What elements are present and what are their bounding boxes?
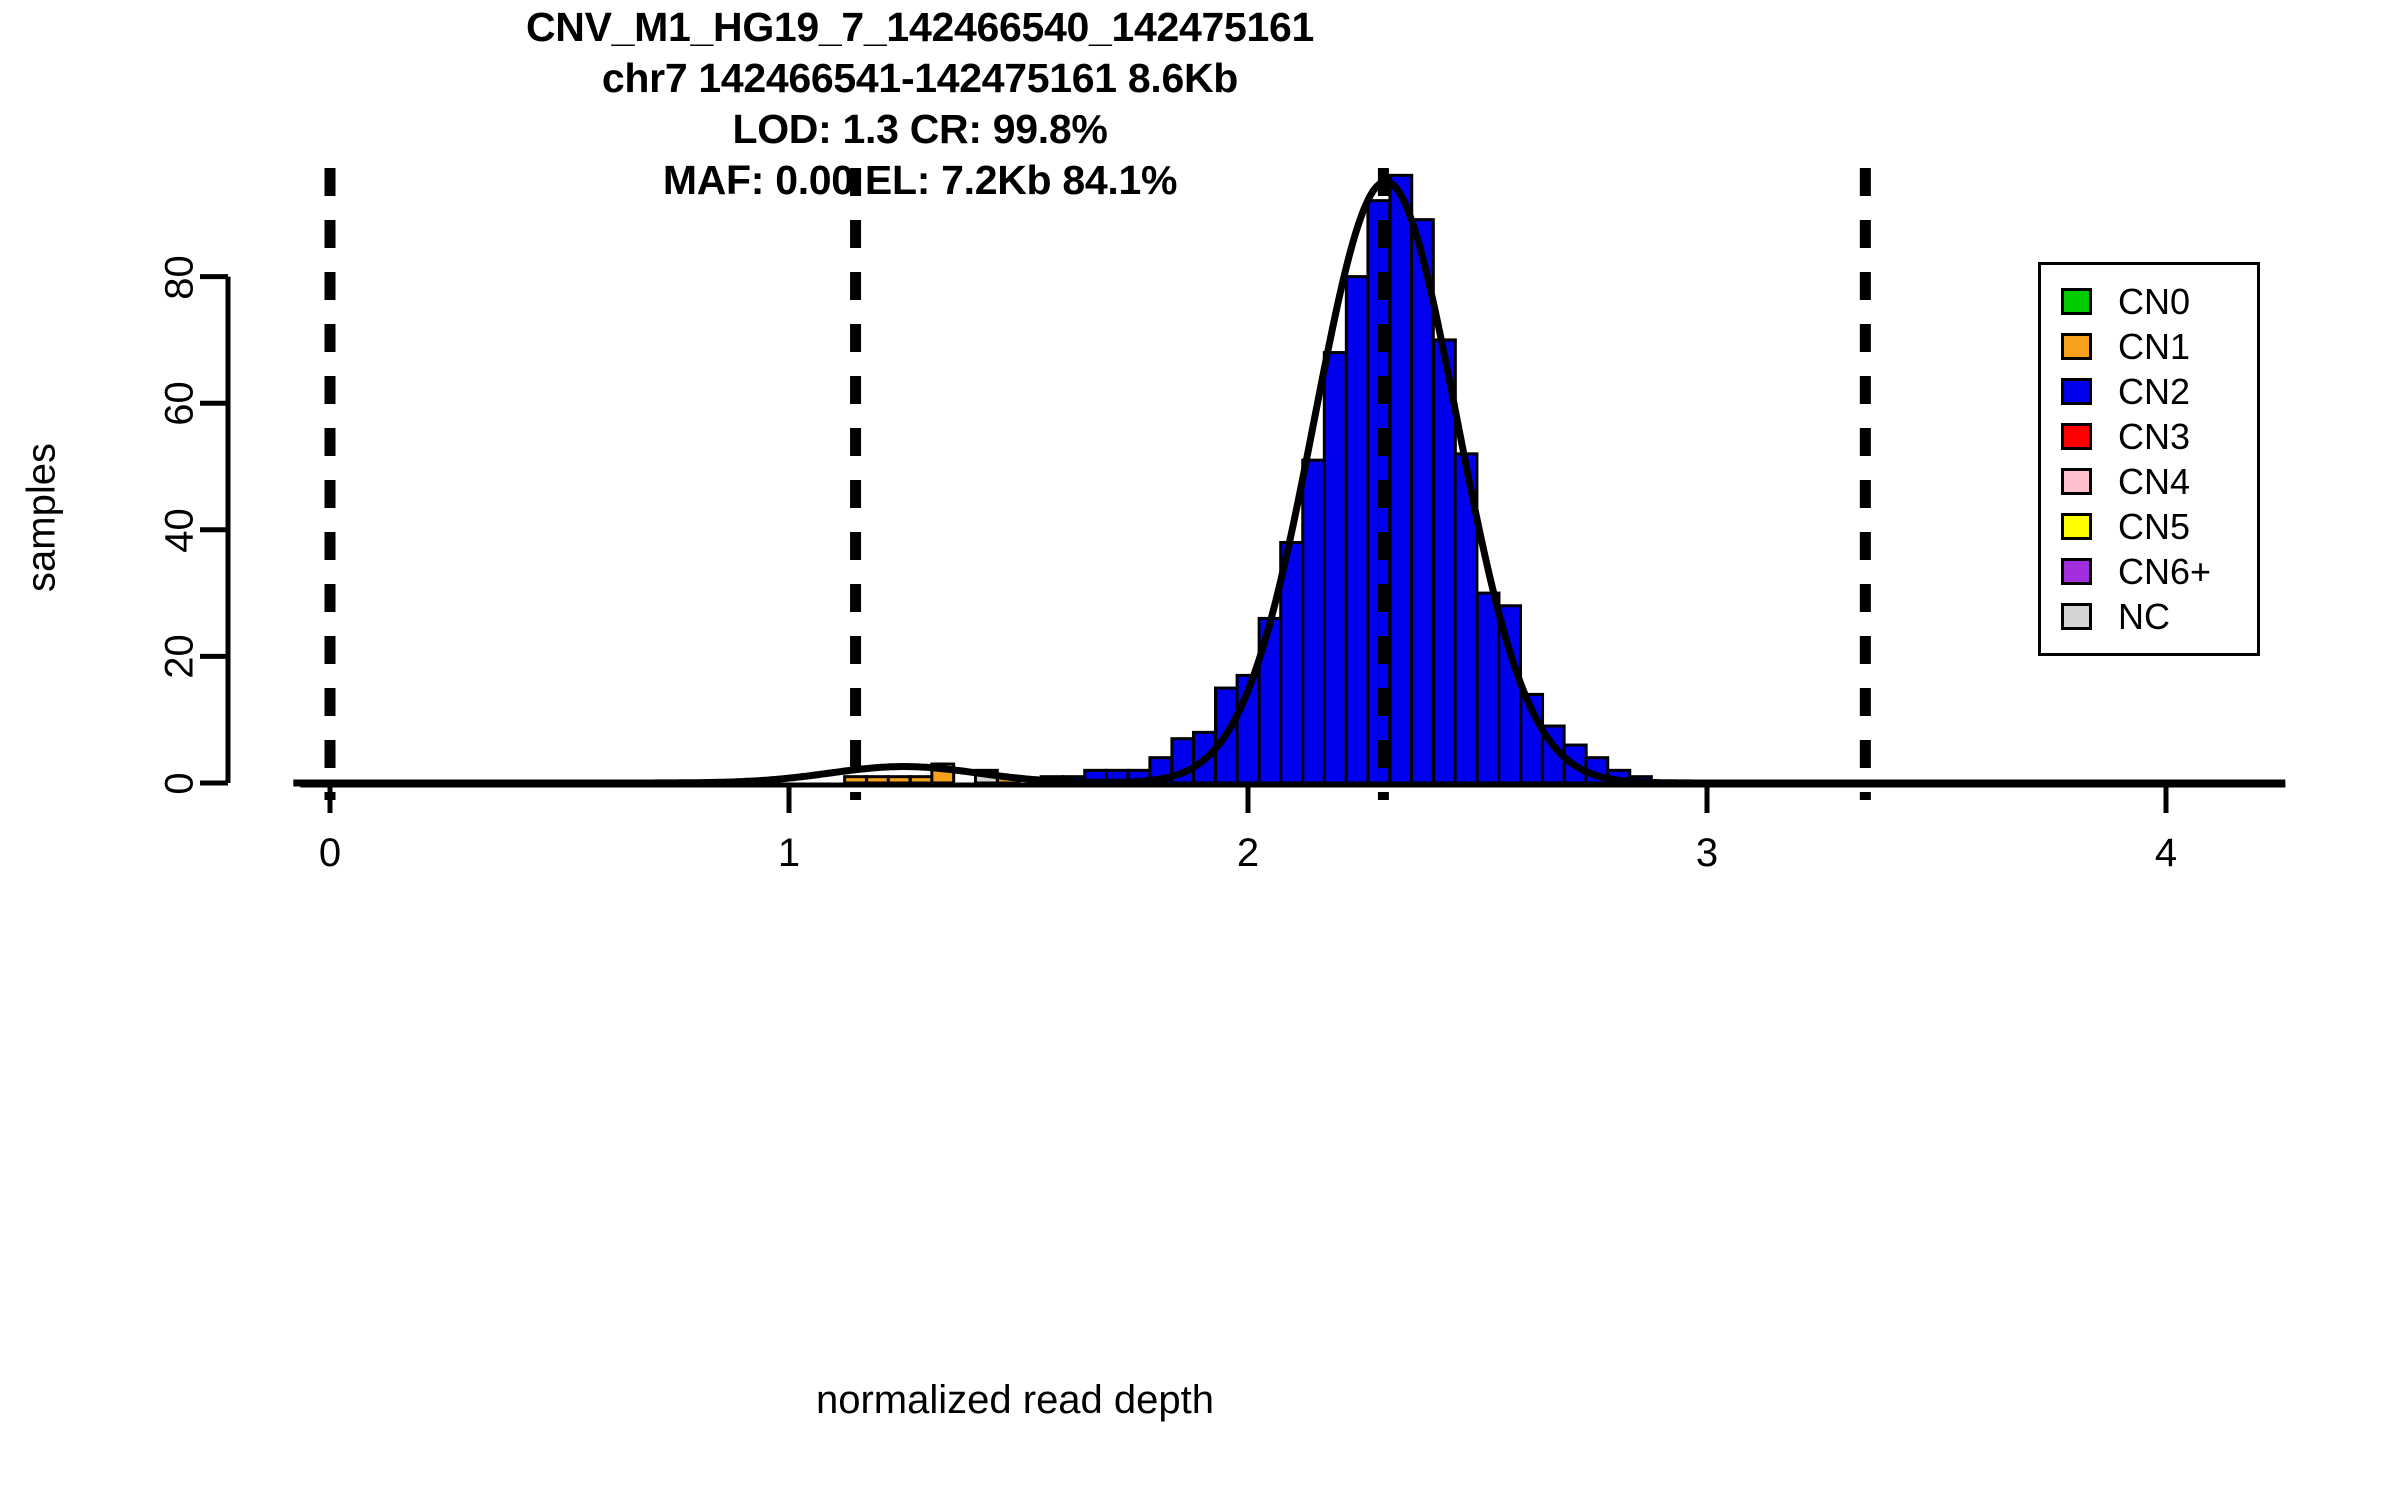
- legend-item-nc: NC: [2041, 594, 2257, 639]
- legend-item-cn0: CN0: [2041, 279, 2257, 324]
- title-line-maf-el: MAF: 0.00 EL: 7.2Kb 84.1%: [662, 157, 1178, 203]
- title-line-lod-cr: LOD: 1.3 CR: 99.8%: [732, 106, 1108, 152]
- legend-item-label: CN1: [2118, 325, 2191, 367]
- title-line-locus: chr7 142466541-142475161 8.6Kb: [601, 55, 1239, 101]
- legend-item-label: CN4: [2118, 460, 2191, 502]
- legend-item-label: CN3: [2118, 415, 2191, 457]
- legend-item-cn3: CN3: [2041, 414, 2257, 459]
- y-tick-label: 0: [157, 772, 202, 795]
- legend-item-cn5: CN5: [2041, 504, 2257, 549]
- x-tick-label: 2: [1236, 831, 1260, 875]
- x-tick-label: 1: [777, 831, 801, 875]
- x-tick-label: 3: [1695, 831, 1719, 875]
- histogram-bar: [1388, 173, 1414, 785]
- legend-item-cn1: CN1: [2041, 324, 2257, 369]
- threshold-lines: [324, 168, 1871, 800]
- legend-swatch-icon: [2061, 333, 2092, 360]
- legend-swatch-icon: [2061, 513, 2092, 540]
- legend: CN0 CN1 CN2 CN3 CN4 CN5 CN6+ NC: [2038, 262, 2260, 656]
- x-tick-label: 0: [318, 831, 342, 875]
- histogram-bar: [1301, 458, 1327, 785]
- legend-item-cn2: CN2: [2041, 369, 2257, 414]
- histogram-bar: [865, 775, 890, 785]
- x-axis-label: normalized read depth: [815, 1378, 1215, 1422]
- legend-swatch-icon: [2061, 603, 2092, 630]
- legend-swatch-icon: [2061, 288, 2092, 315]
- legend-item-label: CN5: [2118, 505, 2191, 547]
- legend-swatch-icon: [2061, 423, 2092, 450]
- y-tick-label: 40: [157, 508, 202, 553]
- y-axis-label: samples: [19, 443, 64, 592]
- x-tick-label: 4: [2154, 831, 2178, 875]
- y-tick-label: 20: [157, 634, 202, 680]
- histogram-bar: [1410, 218, 1435, 785]
- histogram-bar: [1322, 351, 1348, 785]
- y-tick-label: 80: [157, 254, 202, 300]
- histogram-bar: [1475, 591, 1501, 785]
- histogram-bar: [1344, 275, 1370, 785]
- legend-item-cn6plus: CN6+: [2041, 549, 2257, 594]
- histogram-bar: [908, 775, 934, 785]
- page-title: CNV_M1_HG19_7_142466540_142475161 chr7 1…: [0, 2, 1840, 206]
- legend-swatch-icon: [2061, 468, 2092, 495]
- title-line-name: CNV_M1_HG19_7_142466540_142475161: [526, 4, 1314, 50]
- legend-item-label: NC: [2118, 595, 2170, 637]
- legend-swatch-icon: [2061, 378, 2092, 405]
- axes: [200, 274, 2286, 813]
- legend-swatch-icon: [2061, 558, 2092, 585]
- legend-item-cn4: CN4: [2041, 459, 2257, 504]
- histogram-bar: [843, 775, 868, 785]
- legend-item-label: CN6+: [2118, 550, 2212, 592]
- histogram-bar: [886, 775, 912, 785]
- y-tick-label: 60: [157, 381, 202, 426]
- legend-item-label: CN2: [2118, 370, 2191, 412]
- legend-item-label: CN0: [2118, 280, 2191, 322]
